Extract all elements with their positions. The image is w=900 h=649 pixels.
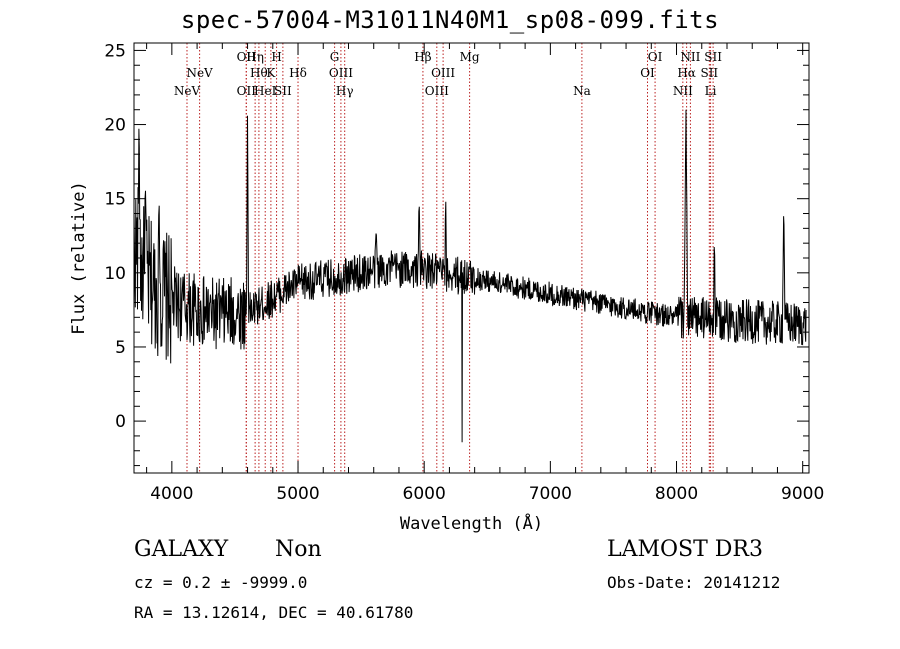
line-label: SII — [704, 50, 722, 64]
line-label: Li — [705, 84, 717, 98]
x-tick-label: 9000 — [781, 484, 824, 504]
line-label: NII — [673, 84, 693, 98]
line-label: Na — [573, 84, 591, 98]
line-label: OII — [237, 84, 257, 98]
spectrum-trace — [133, 109, 807, 443]
y-tick-label: 20 — [104, 116, 126, 136]
y-tick-label: 5 — [115, 338, 126, 358]
y-tick-label: 10 — [104, 264, 126, 284]
x-tick-label: 8000 — [655, 484, 698, 504]
line-label: H — [271, 50, 281, 64]
line-label: OII — [237, 50, 257, 64]
y-tick-label: 25 — [104, 41, 126, 61]
line-label: G — [330, 50, 340, 64]
emission-lines-layer — [186, 43, 714, 473]
line-label: OIII — [431, 66, 455, 80]
line-label: Hα — [677, 66, 696, 80]
line-label: Hη — [246, 50, 264, 64]
object-subclass: Non — [275, 537, 322, 562]
x-axis-label: Wavelength (Å) — [400, 512, 543, 534]
coordinates-readout: RA = 13.12614, DEC = 40.61780 — [134, 603, 414, 622]
x-tick-label: 7000 — [529, 484, 572, 504]
y-axis-label: Flux (relative) — [69, 181, 89, 335]
line-label: Hθ — [250, 66, 268, 80]
survey-name: LAMOST DR3 — [607, 537, 763, 562]
y-tick-label: 0 — [115, 412, 126, 432]
y-tick-label: 15 — [104, 190, 126, 210]
line-label: NeV — [186, 66, 213, 80]
line-label: NeV — [174, 84, 201, 98]
redshift-readout: cz = 0.2 ± -9999.0 — [134, 573, 308, 592]
plot-frame — [133, 42, 810, 474]
line-label: Mg — [460, 50, 480, 64]
line-label: Hγ — [336, 84, 354, 98]
line-label: NII — [680, 50, 700, 64]
object-type: GALAXY — [134, 537, 229, 562]
x-tick-label: 6000 — [403, 484, 446, 504]
line-label: OIII — [425, 84, 449, 98]
x-tick-label: 5000 — [276, 484, 319, 504]
line-label: OI — [648, 50, 663, 64]
line-label: Hβ — [414, 50, 431, 64]
x-tick-label: 4000 — [150, 484, 193, 504]
line-label: HeI — [254, 84, 277, 98]
spectrum-layer — [133, 109, 807, 443]
chart-title: spec-57004-M31011N40M1_sp08-099.fits — [180, 6, 720, 34]
line-label: Hδ — [289, 66, 307, 80]
line-label: OIII — [329, 66, 353, 80]
axis-ticks: 4000 5000 6000 7000 8000 9000 0 5 10 15 20 25 — [104, 41, 824, 504]
line-label: K — [266, 66, 276, 80]
line-label: SII — [700, 66, 718, 80]
line-labels: NeVNeVOIIOIIHηHθHeIKHSIIHδGOIIIHγHβOIIIO… — [174, 50, 722, 98]
line-label: SII — [274, 84, 292, 98]
observation-date: Obs-Date: 20141212 — [607, 573, 781, 592]
line-label: OI — [640, 66, 655, 80]
